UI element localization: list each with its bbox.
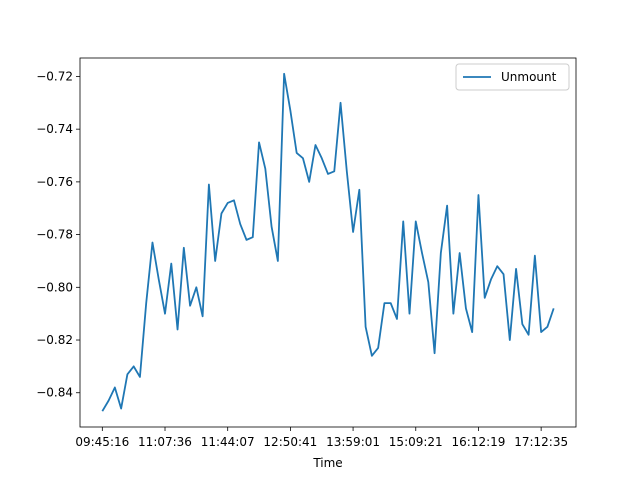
x-tick-label: 11:07:36 [138, 435, 192, 449]
y-tick-label: −0.78 [36, 228, 73, 242]
series-line-unmount [101, 72, 555, 412]
x-tick-label: 17:12:35 [514, 435, 568, 449]
x-tick-label: 09:45:16 [75, 435, 129, 449]
y-tick-label: −0.84 [36, 386, 73, 400]
x-tick-label: 16:12:19 [452, 435, 506, 449]
y-tick-label: −0.82 [36, 333, 73, 347]
x-tick-label: 11:44:07 [201, 435, 255, 449]
x-tick-label: 13:59:01 [326, 435, 380, 449]
x-axis-label: Time [312, 456, 342, 470]
y-tick-label: −0.76 [36, 175, 73, 189]
y-tick-label: −0.80 [36, 280, 73, 294]
axes-frame [79, 57, 577, 428]
x-tick-label: 12:50:41 [263, 435, 317, 449]
legend-box [455, 63, 570, 91]
legend-label-unmount: Unmount [501, 70, 557, 84]
x-tick-label: 15:09:21 [389, 435, 443, 449]
legend: Unmount [455, 63, 570, 91]
y-tick-label: −0.74 [36, 122, 73, 136]
y-tick-label: −0.72 [36, 69, 73, 83]
